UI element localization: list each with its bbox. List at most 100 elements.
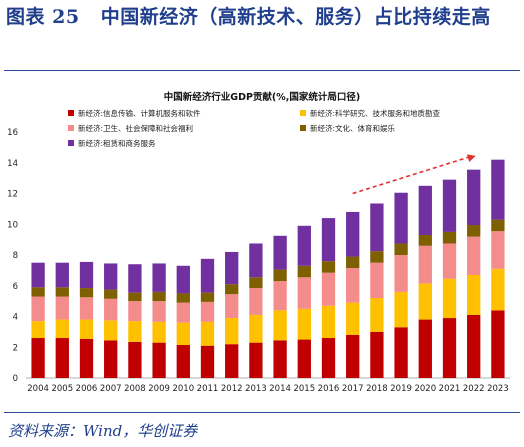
bar-segment bbox=[152, 291, 166, 302]
bar-segment bbox=[321, 305, 336, 339]
bar-segment bbox=[273, 281, 287, 311]
bar-segment bbox=[176, 302, 190, 323]
bar-segment bbox=[200, 321, 215, 346]
bar-segment bbox=[370, 251, 384, 263]
legend-swatch bbox=[68, 110, 74, 116]
bars bbox=[31, 159, 505, 378]
bar-segment bbox=[442, 243, 457, 279]
bar-segment bbox=[79, 297, 94, 320]
bar-segment bbox=[128, 264, 142, 293]
x-tick-label: 2016 bbox=[318, 384, 340, 394]
bar-segment bbox=[176, 344, 190, 378]
bar-segment bbox=[225, 284, 239, 295]
y-tick-label: 2 bbox=[13, 343, 18, 353]
bar-segment bbox=[225, 344, 239, 378]
bar-segment bbox=[79, 288, 94, 298]
x-tick-label: 2005 bbox=[51, 384, 73, 394]
bar-segment bbox=[225, 294, 239, 319]
bar-segment bbox=[418, 283, 432, 320]
bar-segment bbox=[370, 262, 384, 299]
bar-segment bbox=[394, 243, 408, 255]
x-tick-label: 2011 bbox=[197, 384, 219, 394]
bar-segment bbox=[55, 319, 69, 339]
bar-segment bbox=[55, 338, 69, 378]
bar-segment bbox=[321, 272, 336, 306]
legend: 新经济:信息传输、计算机服务和软件 新经济:科学研究、技术服务和地质勘查新经济:卫… bbox=[68, 108, 441, 148]
bar-segment bbox=[249, 243, 263, 278]
bar-segment bbox=[442, 179, 457, 232]
x-tick-label: 2008 bbox=[124, 384, 146, 394]
bar-segment bbox=[31, 321, 45, 339]
trend-arrow-head bbox=[466, 154, 476, 163]
bar-segment bbox=[249, 277, 263, 289]
legend-label: 新经济:卫生、社会保障和社会福利 bbox=[78, 123, 193, 133]
bar-segment bbox=[418, 245, 432, 284]
bar-segment bbox=[418, 319, 432, 378]
x-tick-label: 2017 bbox=[342, 384, 364, 394]
bar-segment bbox=[128, 301, 142, 322]
bar-segment bbox=[79, 338, 94, 378]
legend-label: 新经济:信息传输、计算机服务和软件 bbox=[78, 108, 201, 118]
bar-segment bbox=[394, 291, 408, 328]
bar-segment bbox=[176, 265, 190, 294]
x-tick-label: 2012 bbox=[221, 384, 243, 394]
legend-label: 新经济:文化、体育和娱乐 bbox=[310, 123, 396, 133]
bar-segment bbox=[31, 287, 45, 297]
bar-segment bbox=[370, 298, 384, 332]
bar-segment bbox=[273, 310, 287, 341]
bar-segment bbox=[321, 218, 336, 262]
y-tick-label: 8 bbox=[13, 251, 18, 261]
y-tick-label: 14 bbox=[7, 159, 18, 169]
y-tick-label: 10 bbox=[7, 220, 18, 230]
chart-title: 中国新经济行业GDP贡献(%,国家统计局口径) bbox=[164, 91, 360, 103]
legend-label: 新经济:科学研究、技术服务和地质勘查 bbox=[310, 108, 441, 118]
x-tick-label: 2009 bbox=[148, 384, 170, 394]
bar-segment bbox=[370, 203, 384, 252]
bar-segment bbox=[321, 261, 336, 273]
bar-segment bbox=[467, 274, 481, 315]
bar-segment bbox=[176, 322, 190, 345]
bar-segment bbox=[467, 236, 481, 275]
bar-segment bbox=[128, 341, 142, 378]
bar-segment bbox=[297, 277, 311, 309]
legend-label: 新经济:租赁和商务服务 bbox=[78, 138, 156, 148]
bar-segment bbox=[442, 318, 457, 378]
bottom-rule bbox=[4, 412, 520, 413]
bar-segment bbox=[321, 338, 336, 378]
legend-swatch bbox=[300, 110, 306, 116]
bar-segment bbox=[394, 327, 408, 378]
bar-segment bbox=[79, 319, 94, 339]
x-tick-label: 2020 bbox=[414, 384, 436, 394]
x-tick-label: 2010 bbox=[172, 384, 194, 394]
y-tick-label: 16 bbox=[7, 128, 18, 138]
x-tick-label: 2023 bbox=[487, 384, 509, 394]
source-note: 资料来源：Wind，华创证券 bbox=[8, 422, 198, 440]
x-tick-label: 2004 bbox=[27, 384, 49, 394]
bar-segment bbox=[346, 302, 360, 335]
bar-segment bbox=[31, 338, 45, 378]
bar-segment bbox=[467, 169, 481, 226]
trend-arrow bbox=[352, 154, 476, 195]
bar-segment bbox=[225, 251, 239, 285]
x-tick-label: 2013 bbox=[245, 384, 267, 394]
top-rule bbox=[4, 70, 520, 71]
bar-segment bbox=[176, 293, 190, 303]
bar-segment bbox=[152, 263, 166, 292]
bar-segment bbox=[249, 288, 263, 315]
bar-segment bbox=[225, 318, 239, 345]
bar-segment bbox=[152, 321, 166, 343]
bar-segment bbox=[55, 262, 69, 288]
x-tick-label: 2006 bbox=[76, 384, 98, 394]
bar-segment bbox=[249, 314, 263, 343]
bar-segment bbox=[104, 289, 118, 299]
figure-title-text: 中国新经济（高新技术、服务）占比持续走高 bbox=[100, 6, 491, 28]
bar-segment bbox=[467, 314, 481, 378]
bar-segment bbox=[491, 268, 505, 311]
bar-segment bbox=[79, 261, 94, 289]
bar-segment bbox=[200, 301, 215, 322]
bar-segment bbox=[297, 308, 311, 340]
bar-segment bbox=[418, 235, 432, 246]
figure-label: 图表 25 bbox=[6, 6, 80, 28]
bar-segment bbox=[370, 331, 384, 378]
bar-segment bbox=[104, 320, 118, 341]
